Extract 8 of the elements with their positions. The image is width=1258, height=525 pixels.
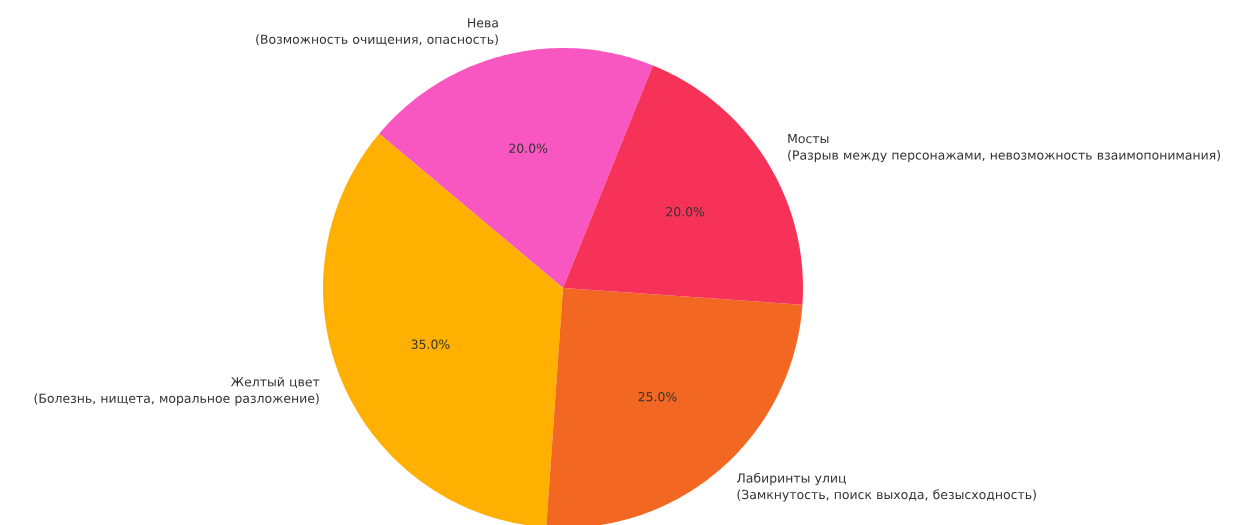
- slice-label: Нева (Возможность очищения, опасность): [256, 18, 498, 46]
- slice-label: Желтый цвет (Болезнь, нищета, моральное разложение): [34, 376, 320, 406]
- data-label: 20.0%: [666, 206, 705, 217]
- data-label: 25.0%: [638, 391, 677, 402]
- data-label: 20.0%: [509, 143, 548, 153]
- data-label: 35.0%: [411, 339, 450, 349]
- slice-label: Мосты (Разрыв между персонажами, невозможность взаимопонимания): [788, 134, 1220, 163]
- slice-label: Лабиринты улиц (Замкнутость, поиск выхода, безысходность): [736, 472, 1036, 502]
